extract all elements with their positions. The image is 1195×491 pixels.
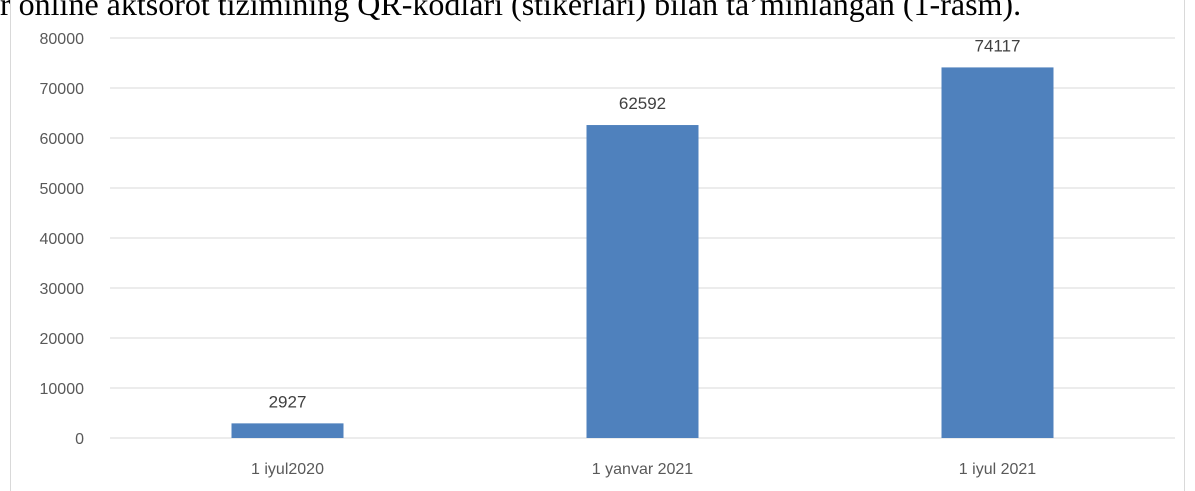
y-tick-label: 30000 bbox=[40, 281, 85, 298]
bar bbox=[231, 423, 344, 438]
y-tick-label: 20000 bbox=[40, 331, 85, 348]
bar bbox=[941, 67, 1054, 438]
y-axis-ticks: 0 10000 20000 30000 40000 50000 60000 70000 8000… bbox=[40, 31, 85, 448]
data-labels: 2927 62592 74117 bbox=[269, 36, 1021, 411]
caption-text: r online aktsorot tizimining QR-kodlari … bbox=[0, 0, 1022, 22]
bar bbox=[586, 125, 699, 438]
data-label: 74117 bbox=[974, 36, 1020, 55]
y-tick-label: 60000 bbox=[40, 131, 85, 148]
y-tick-label: 50000 bbox=[40, 181, 85, 198]
x-axis-ticks: 1 iyul2020 1 yanvar 2021 1 iyul 2021 bbox=[251, 461, 1036, 478]
chart-frame bbox=[10, 0, 1185, 491]
y-tick-label: 10000 bbox=[40, 381, 85, 398]
bars bbox=[231, 67, 1054, 438]
x-tick-label: 1 iyul 2021 bbox=[959, 461, 1036, 478]
x-tick-label: 1 yanvar 2021 bbox=[592, 461, 694, 478]
data-label: 62592 bbox=[619, 94, 666, 113]
y-tick-label: 0 bbox=[75, 431, 84, 448]
y-tick-label: 80000 bbox=[40, 31, 85, 48]
y-tick-label: 40000 bbox=[40, 231, 85, 248]
x-tick-label: 1 iyul2020 bbox=[251, 461, 324, 478]
y-tick-label: 70000 bbox=[40, 81, 85, 98]
data-label: 2927 bbox=[269, 392, 307, 411]
